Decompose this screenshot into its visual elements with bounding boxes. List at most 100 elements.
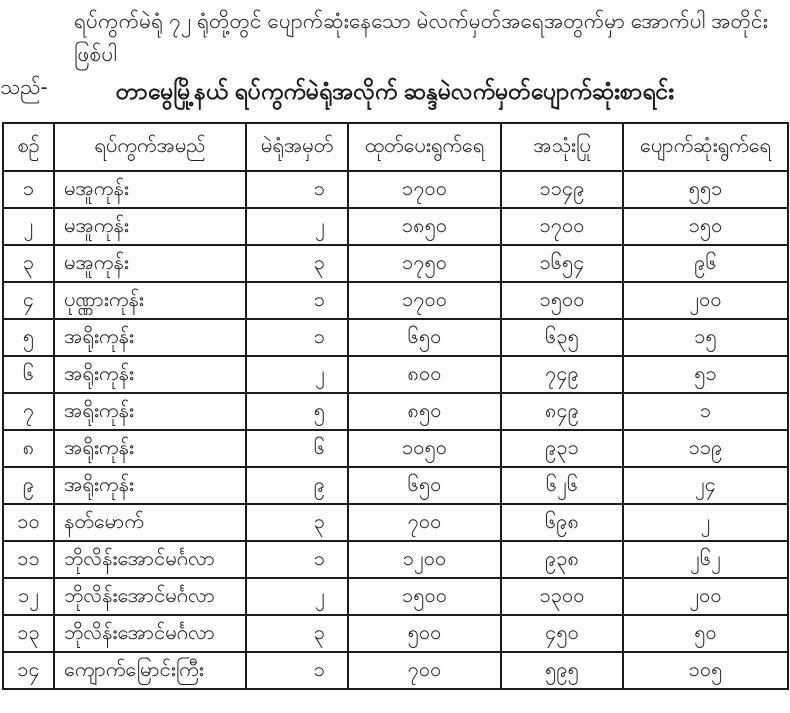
serial-cell: ၁၀: [2, 503, 55, 542]
station-number-cell: ၃: [245, 244, 349, 283]
station-number-cell: ၅: [245, 392, 349, 431]
ward-name-cell: အရိုးကုန်း: [53, 355, 247, 394]
ward-name-cell: ပုဏ္ဏားကုန်း: [53, 281, 247, 320]
table-row: ၃မအူကုန်း၃၁၇၅၀ ၁၆၅၄ ၉၆: [2, 244, 789, 283]
lost-count-cell: ၂၀၀: [622, 577, 789, 616]
table-row: ၁၁ ဘိုလိန်းအောင်မင်္ဂလာ၁၁၂၀၀ ၉၃၈ ၂၆၂: [2, 540, 789, 579]
ward-name-cell: မအူကုန်း: [53, 244, 247, 283]
intro-line: သည်-: [0, 76, 48, 99]
table-row: ၁၀ နတ်မောက်၃၇၀၀ ၆၉၈၂: [2, 503, 789, 542]
issued-count-cell: ၁၈၅၀: [347, 207, 502, 246]
issued-count-cell: ၁၂၀၀: [347, 540, 502, 579]
issued-count-cell: ၆၅၀: [347, 318, 502, 357]
issued-count-cell: ၁၅၀၀: [347, 577, 502, 616]
intro-line: ရပ်ကွက်မဲရုံ ၇၂ ရုံတို့တွင် ပျောက်ဆုံးနေ…: [74, 10, 768, 66]
used-count-cell: ၇၄၉: [500, 355, 624, 394]
intro-paragraph: ရပ်ကွက်မဲရုံ ၇၂ ရုံတို့တွင် ပျောက်ဆုံးနေ…: [0, 5, 788, 104]
serial-cell: ၃: [2, 244, 55, 283]
ward-name-cell: ဘိုလိန်းအောင်မင်္ဂလာ: [53, 614, 247, 653]
table-row: ၁မအူကုန်း၁၁၇၀၀ ၁၁၄၉ ၅၅၁: [2, 170, 789, 209]
issued-count-cell: ၇၀၀: [347, 651, 502, 690]
station-number-cell: ၁: [245, 318, 349, 357]
serial-cell: ၇: [2, 392, 55, 431]
ward-name-cell: နတ်မောက်: [53, 503, 247, 542]
issued-count-cell: ၆၅၀: [347, 466, 502, 505]
serial-cell: ၂: [2, 207, 55, 246]
table-row: ၂မအူကုန်း၂၁၈၅၀ ၁၇၀၀ ၁၅၀: [2, 207, 789, 246]
lost-count-cell: ၉၆: [622, 244, 789, 283]
issued-count-cell: ၁၇၅၀: [347, 244, 502, 283]
serial-cell: ၁၃: [2, 614, 55, 653]
station-number-cell: ၁: [245, 540, 349, 579]
table-row: ၁၄ ကျောက်မြောင်းကြီး၁၇၀၀ ၅၉၅ ၁၀၅: [2, 651, 789, 690]
issued-count-cell: ၅၀၀: [347, 614, 502, 653]
used-count-cell: ၆၉၈: [500, 503, 624, 542]
lost-count-cell: ၁၁၉: [622, 429, 789, 468]
serial-cell: ၄: [2, 281, 55, 320]
used-count-cell: ၄၅၀: [500, 614, 624, 653]
issued-count-cell: ၈၅၀: [347, 392, 502, 431]
header-used-count: အသုံးပြု: [500, 122, 624, 172]
issued-count-cell: ၁၇၀၀: [347, 281, 502, 320]
serial-cell: ၁၁: [2, 540, 55, 579]
table-row: ၈အရိုးကုန်း၆၁၀၅၀ ၉၃၁ ၁၁၉: [2, 429, 789, 468]
lost-count-cell: ၁၅: [622, 318, 789, 357]
lost-count-cell: ၂၀၀: [622, 281, 789, 320]
serial-cell: ၉: [2, 466, 55, 505]
station-number-cell: ၂: [245, 355, 349, 394]
ward-name-cell: အရိုးကုန်း: [53, 318, 247, 357]
used-count-cell: ၅၉၅: [500, 651, 624, 690]
table-row: ၁၃ ဘိုလိန်းအောင်မင်္ဂလာ၃၅၀၀ ၄၅၀ ၅၀: [2, 614, 789, 653]
issued-count-cell: ၇၀၀: [347, 503, 502, 542]
table-row: ၉အရိုးကုန်း၉၆၅၀ ၆၂၆ ၂၄: [2, 466, 789, 505]
used-count-cell: ၁၆၅၄: [500, 244, 624, 283]
station-number-cell: ၂: [245, 207, 349, 246]
table-row: ၇အရိုးကုန်း၅၈၅၀ ၈၄၉၁: [2, 392, 789, 431]
used-count-cell: ၁၁၄၉: [500, 170, 624, 209]
serial-cell: ၁၂: [2, 577, 55, 616]
lost-count-cell: ၅၅၁: [622, 170, 789, 209]
serial-cell: ၅: [2, 318, 55, 357]
table-row: ၄ပုဏ္ဏားကုန်း၁၁၇၀၀ ၁၅၀၀ ၂၀၀: [2, 281, 789, 320]
used-count-cell: ၉၃၈: [500, 540, 624, 579]
station-number-cell: ၉: [245, 466, 349, 505]
issued-count-cell: ၁၇၀၀: [347, 170, 502, 209]
header-station-number: မဲရုံအမှတ်: [245, 122, 349, 172]
station-number-cell: ၁: [245, 281, 349, 320]
used-count-cell: ၁၃၀၀: [500, 577, 624, 616]
ward-name-cell: ဘိုလိန်းအောင်မင်္ဂလာ: [53, 577, 247, 616]
page-title: တာမွေမြို့နယ် ရပ်ကွက်မဲရုံအလိုက် ဆန္ဒမဲလ…: [115, 78, 675, 104]
ward-name-cell: အရိုးကုန်း: [53, 429, 247, 468]
ward-name-cell: ကျောက်မြောင်းကြီး: [53, 651, 247, 690]
lost-count-cell: ၅၁: [622, 355, 789, 394]
serial-cell: ၁: [2, 170, 55, 209]
station-number-cell: ၃: [245, 614, 349, 653]
station-number-cell: ၁: [245, 651, 349, 690]
lost-count-cell: ၅၀: [622, 614, 789, 653]
lost-count-cell: ၁: [622, 392, 789, 431]
table-body: ၁မအူကုန်း၁၁၇၀၀ ၁၁၄၉ ၅၅၁၂မအူကုန်း၂၁၈၅၀ ၁၇၀၀၁…: [2, 170, 789, 690]
station-number-cell: ၁: [245, 170, 349, 209]
used-count-cell: ၁၇၀၀: [500, 207, 624, 246]
ward-name-cell: အရိုးကုန်း: [53, 392, 247, 431]
station-number-cell: ၂: [245, 577, 349, 616]
table-row: ၁၂ ဘိုလိန်းအောင်မင်္ဂလာ၂၁၅၀၀ ၁၃၀၀ ၂၀၀: [2, 577, 789, 616]
lost-count-cell: ၂၆၂: [622, 540, 789, 579]
used-count-cell: ၆၃၅: [500, 318, 624, 357]
used-count-cell: ၁၅၀၀: [500, 281, 624, 320]
lost-count-cell: ၂၄: [622, 466, 789, 505]
issued-count-cell: ၁၀၅၀: [347, 429, 502, 468]
ward-name-cell: မအူကုန်း: [53, 170, 247, 209]
used-count-cell: ၈၄၉: [500, 392, 624, 431]
lost-count-cell: ၁၅၀: [622, 207, 789, 246]
used-count-cell: ၆၂၆: [500, 466, 624, 505]
serial-cell: ၈: [2, 429, 55, 468]
ballot-loss-table: စဉ် ရပ်ကွက်အမည် မဲရုံအမှတ် ထုတ်ပေးရွက်ရေ…: [2, 122, 789, 690]
lost-count-cell: ၂: [622, 503, 789, 542]
serial-cell: ၁၄: [2, 651, 55, 690]
used-count-cell: ၉၃၁: [500, 429, 624, 468]
table-header-row: စဉ် ရပ်ကွက်အမည် မဲရုံအမှတ် ထုတ်ပေးရွက်ရေ…: [2, 122, 789, 172]
issued-count-cell: ၈၀၀: [347, 355, 502, 394]
header-lost-count: ပျောက်ဆုံးရွက်ရေ: [622, 122, 789, 172]
